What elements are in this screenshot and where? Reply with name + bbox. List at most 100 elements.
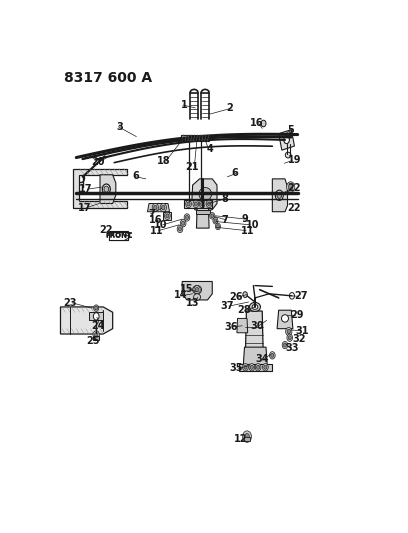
Ellipse shape	[243, 292, 247, 297]
Text: 6: 6	[232, 168, 239, 178]
Ellipse shape	[194, 286, 200, 294]
Ellipse shape	[271, 353, 274, 358]
Text: 25: 25	[86, 336, 100, 346]
Ellipse shape	[285, 152, 291, 158]
Ellipse shape	[286, 327, 292, 336]
Polygon shape	[163, 212, 171, 220]
Polygon shape	[197, 208, 209, 228]
Text: 21: 21	[186, 163, 199, 172]
Text: 29: 29	[290, 310, 304, 320]
Polygon shape	[192, 179, 217, 212]
Ellipse shape	[194, 294, 201, 301]
Text: 16: 16	[149, 215, 162, 225]
Ellipse shape	[249, 364, 255, 371]
Ellipse shape	[152, 204, 158, 212]
Ellipse shape	[186, 200, 191, 207]
Polygon shape	[73, 168, 127, 207]
Polygon shape	[273, 179, 288, 212]
Ellipse shape	[288, 184, 293, 190]
Polygon shape	[100, 175, 116, 204]
Ellipse shape	[287, 329, 290, 334]
Text: 22: 22	[288, 204, 301, 213]
Text: FRONT: FRONT	[106, 232, 133, 238]
Ellipse shape	[180, 220, 186, 227]
Text: 31: 31	[295, 326, 308, 336]
Text: 8317 600 A: 8317 600 A	[64, 71, 152, 85]
Bar	[244, 438, 250, 441]
Ellipse shape	[185, 215, 188, 220]
Text: 9: 9	[242, 214, 248, 224]
Ellipse shape	[262, 364, 268, 371]
Ellipse shape	[153, 205, 157, 210]
Ellipse shape	[95, 306, 98, 310]
Text: 19: 19	[288, 156, 301, 165]
Text: 17: 17	[79, 184, 93, 194]
Ellipse shape	[102, 184, 110, 194]
Text: FRONT: FRONT	[105, 233, 132, 239]
Polygon shape	[182, 281, 212, 300]
Text: 18: 18	[157, 156, 171, 166]
Text: 35: 35	[230, 364, 243, 374]
Ellipse shape	[93, 330, 100, 339]
Ellipse shape	[93, 313, 99, 320]
Text: 10: 10	[246, 220, 259, 230]
Text: 8: 8	[222, 193, 228, 204]
Polygon shape	[237, 318, 248, 333]
Ellipse shape	[206, 200, 212, 207]
Bar	[109, 231, 129, 240]
Ellipse shape	[78, 174, 84, 183]
Bar	[93, 336, 100, 340]
Ellipse shape	[195, 287, 199, 292]
Text: 10: 10	[154, 220, 167, 230]
Bar	[109, 232, 128, 240]
Ellipse shape	[215, 223, 220, 230]
Text: 6: 6	[132, 172, 139, 181]
Text: 15: 15	[180, 284, 193, 294]
Text: 20: 20	[91, 157, 105, 167]
Ellipse shape	[199, 188, 212, 200]
Ellipse shape	[187, 202, 190, 206]
Ellipse shape	[261, 120, 266, 127]
Text: 33: 33	[286, 343, 299, 353]
Ellipse shape	[178, 227, 182, 231]
Ellipse shape	[284, 136, 289, 143]
Ellipse shape	[217, 225, 220, 228]
Text: 13: 13	[186, 298, 200, 308]
Ellipse shape	[243, 431, 251, 442]
Text: 14: 14	[174, 290, 188, 301]
Text: 7: 7	[149, 209, 155, 219]
Text: 4: 4	[206, 144, 213, 154]
Polygon shape	[147, 204, 170, 212]
Ellipse shape	[182, 221, 185, 225]
Ellipse shape	[252, 304, 258, 309]
Text: 16: 16	[250, 118, 264, 128]
Polygon shape	[243, 347, 267, 366]
Ellipse shape	[160, 204, 166, 212]
Ellipse shape	[250, 365, 253, 369]
Text: 30: 30	[250, 321, 264, 331]
Ellipse shape	[249, 302, 260, 311]
Polygon shape	[60, 307, 113, 334]
Polygon shape	[239, 364, 273, 371]
Ellipse shape	[104, 186, 109, 192]
Ellipse shape	[164, 212, 170, 220]
Ellipse shape	[244, 365, 247, 369]
Ellipse shape	[166, 214, 169, 218]
Ellipse shape	[162, 205, 165, 210]
Ellipse shape	[284, 343, 286, 347]
Text: 22: 22	[99, 225, 113, 235]
Text: 32: 32	[292, 334, 306, 344]
Ellipse shape	[288, 336, 291, 340]
Ellipse shape	[211, 214, 214, 217]
Ellipse shape	[184, 214, 190, 221]
Ellipse shape	[287, 334, 293, 342]
Ellipse shape	[208, 202, 211, 206]
Ellipse shape	[289, 293, 295, 299]
Ellipse shape	[213, 217, 218, 224]
Text: 12: 12	[234, 434, 248, 445]
Text: 34: 34	[255, 353, 268, 364]
Ellipse shape	[277, 192, 282, 198]
Polygon shape	[245, 311, 264, 366]
Text: 3: 3	[116, 122, 123, 132]
Ellipse shape	[245, 433, 249, 440]
